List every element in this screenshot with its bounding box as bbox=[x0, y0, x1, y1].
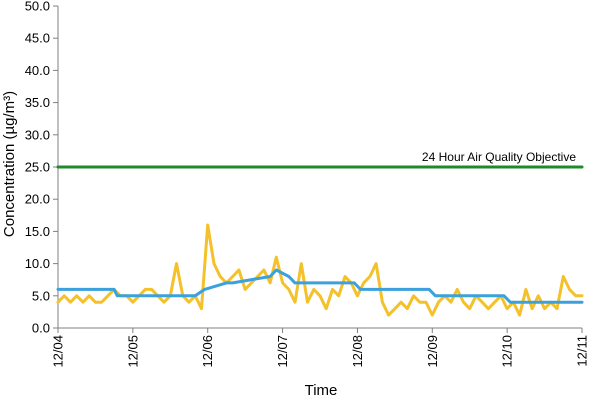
x-tick-label: 12/10 bbox=[500, 335, 515, 368]
objective-annotation: 24 Hour Air Quality Objective bbox=[422, 150, 576, 164]
x-tick-label: 12/09 bbox=[425, 335, 440, 368]
y-tick-label: 45.0 bbox=[25, 31, 50, 46]
y-axis-title: Concentration (µg/m³) bbox=[1, 91, 18, 237]
y-tick-label: 30.0 bbox=[25, 127, 50, 142]
pm25-24h-average-line bbox=[56, 268, 584, 304]
annotations: 24 Hour Air Quality Objective bbox=[422, 150, 576, 164]
y-tick-label: 20.0 bbox=[25, 192, 50, 207]
x-axis-title: Time bbox=[305, 382, 338, 399]
y-tick-label: 40.0 bbox=[25, 63, 50, 78]
y-axis-ticks: 0.0 5.0 10.0 15.0 20.0 25.0 30.0 35.0 40.0 45.0 50… bbox=[25, 0, 58, 336]
y-tick-label: 10.0 bbox=[25, 256, 50, 271]
x-tick-label: 12/11 bbox=[575, 335, 590, 367]
y-tick-label: 15.0 bbox=[25, 224, 50, 239]
x-tick-label: 12/07 bbox=[275, 335, 290, 368]
pm25-hourly-line bbox=[56, 223, 584, 317]
x-tick-label: 12/08 bbox=[350, 335, 365, 368]
x-tick-label: 12/06 bbox=[200, 335, 215, 368]
y-tick-label: 0.0 bbox=[32, 321, 50, 336]
y-tick-label: 50.0 bbox=[25, 0, 50, 14]
x-tick-label: 12/04 bbox=[51, 335, 66, 368]
y-tick-label: 25.0 bbox=[25, 160, 50, 175]
x-axis-ticks: 12/04 12/05 12/06 12/07 12/08 12/09 12/10 12/11 bbox=[51, 328, 590, 368]
series-group bbox=[56, 165, 584, 317]
y-tick-label: 5.0 bbox=[32, 288, 50, 303]
x-tick-label: 12/05 bbox=[125, 335, 140, 368]
y-tick-label: 35.0 bbox=[25, 95, 50, 110]
